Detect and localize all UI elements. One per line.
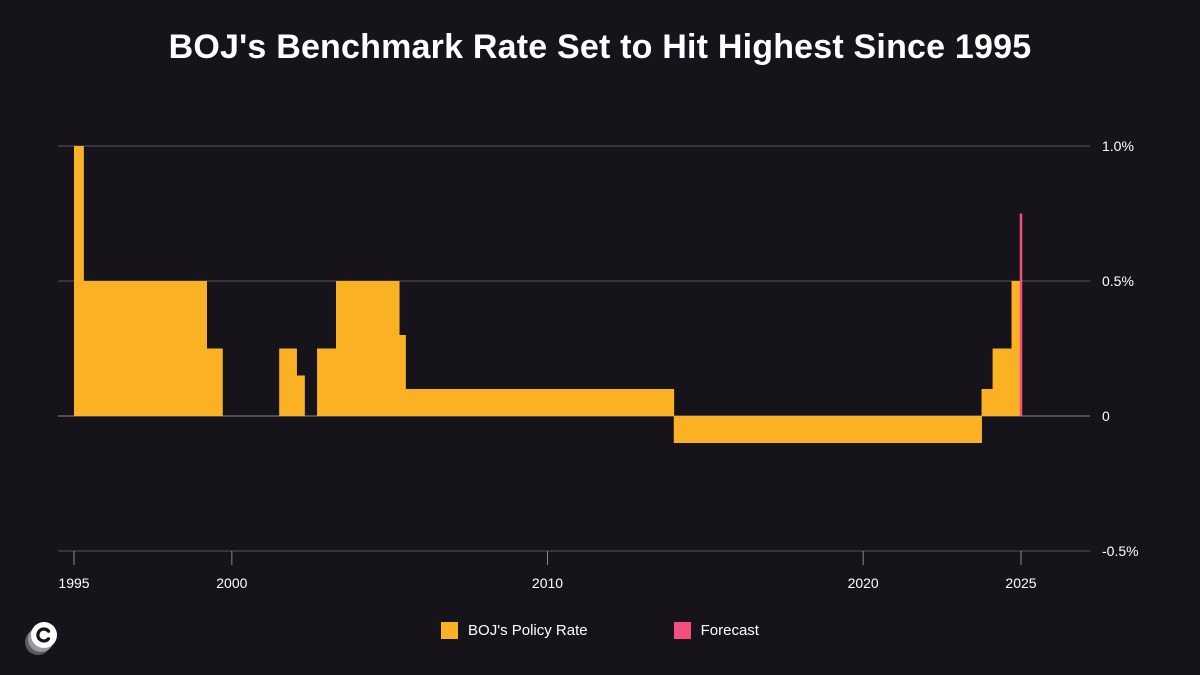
policy-rate-step-7 [317, 348, 337, 416]
policy-rate-step-11 [673, 416, 982, 443]
y-tick-label: -0.5% [1102, 543, 1139, 559]
x-tick-label: 2000 [216, 575, 247, 591]
series-layer [74, 146, 1023, 443]
x-tick-label: 2025 [1005, 575, 1036, 591]
y-tick-label: 0 [1102, 408, 1110, 424]
legend-label-policy-rate: BOJ's Policy Rate [468, 622, 588, 639]
policy-rate-step-4 [279, 348, 297, 416]
axis-layer: 1.0% 0.5% 0 -0.5% 1995 2000 2010 2020 2025 [58, 138, 1138, 591]
legend-swatch-forecast [673, 622, 691, 639]
y-tick-label: 1.0% [1102, 138, 1134, 154]
legend-item-forecast: Forecast [673, 622, 759, 639]
policy-rate-step-13 [992, 348, 1012, 416]
policy-rate-step-12 [981, 389, 993, 416]
legend-swatch-policy-rate [441, 622, 459, 639]
policy-rate-step-2 [206, 348, 223, 416]
x-tick-label: 2010 [532, 575, 563, 591]
legend: BOJ's Policy Rate Forecast [0, 622, 1200, 639]
policy-rate-step-5 [296, 375, 305, 416]
c-circle-logo-icon [22, 618, 62, 658]
chart-title: BOJ's Benchmark Rate Set to Hit Highest … [168, 28, 1032, 66]
legend-label-forecast: Forecast [700, 622, 759, 639]
policy-rate-step-14 [1011, 281, 1022, 416]
policy-rate-step-8 [336, 281, 400, 416]
policy-rate-step-10 [405, 389, 675, 416]
x-tick-label: 1995 [58, 575, 89, 591]
policy-rate-step-9 [399, 335, 406, 416]
legend-item-policy-rate: BOJ's Policy Rate [441, 622, 588, 639]
y-tick-label: 0.5% [1102, 273, 1134, 289]
policy-rate-step-1 [83, 281, 207, 416]
x-tick-label: 2020 [848, 575, 879, 591]
policy-rate-step-0 [74, 146, 84, 416]
